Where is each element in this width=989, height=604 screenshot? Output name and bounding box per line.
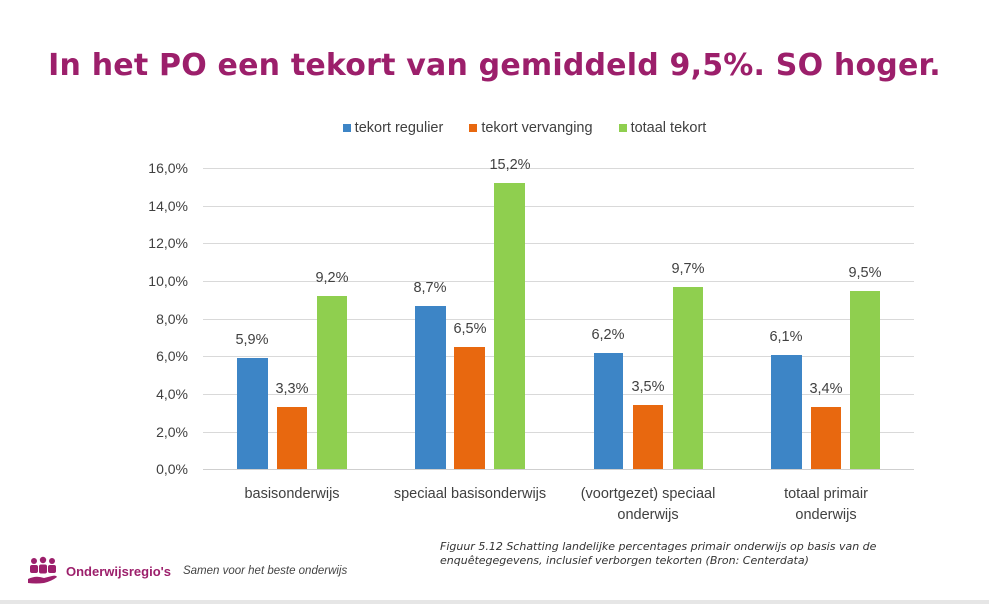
- data-label: 15,2%: [489, 157, 531, 173]
- data-label: 8,7%: [413, 280, 447, 296]
- legend-swatch-blue-icon: [342, 124, 351, 132]
- slide-title: In het PO een tekort van gemiddeld 9,5%.…: [48, 48, 941, 83]
- data-label: 5,9%: [235, 332, 269, 348]
- bar-basisonderwijs-tekort-vervanging: [277, 407, 307, 469]
- gridline: [203, 319, 914, 320]
- bar-speciaal-basisonderwijs-tekort-vervanging: [454, 347, 485, 469]
- bar-voortgezet-speciaal-onderwijs-tekort-vervanging: [633, 405, 663, 469]
- bar-basisonderwijs-totaal-tekort: [317, 296, 347, 469]
- x-label-speciaal-basisonderwijs: speciaal basisonderwijs: [380, 484, 560, 505]
- y-tick: 12,0%: [148, 235, 188, 251]
- data-label: 6,2%: [591, 327, 625, 343]
- y-tick: 8,0%: [156, 311, 188, 327]
- legend-swatch-orange-icon: [469, 124, 478, 132]
- brand-tagline: Samen voor het beste onderwijs: [182, 565, 348, 577]
- gridline: [203, 394, 914, 395]
- data-label: 9,7%: [671, 261, 705, 277]
- y-tick: 14,0%: [148, 198, 188, 214]
- y-tick: 0,0%: [156, 461, 188, 477]
- legend-item-totaal-tekort: totaal tekort: [618, 120, 707, 136]
- data-label: 3,3%: [275, 381, 309, 397]
- y-tick: 2,0%: [156, 424, 188, 440]
- data-label: 3,4%: [809, 381, 843, 397]
- legend-label: totaal tekort: [630, 120, 707, 136]
- bar-speciaal-basisonderwijs-tekort-regulier: [415, 306, 446, 469]
- legend-label: tekort regulier: [354, 120, 444, 136]
- y-tick: 6,0%: [156, 348, 188, 364]
- x-label-totaal-primair-onderwijs: totaal primair onderwijs: [736, 484, 916, 526]
- gridline: [203, 281, 914, 282]
- legend-swatch-green-icon: [618, 124, 627, 132]
- x-label-line: speciaal basisonderwijs: [393, 486, 547, 502]
- bar-basisonderwijs-tekort-regulier: [237, 358, 268, 469]
- x-label-line: basisonderwijs: [244, 486, 340, 502]
- bar-voortgezet-speciaal-onderwijs-totaal-tekort: [673, 287, 703, 469]
- x-axis-line: [203, 469, 914, 470]
- brand-name: Onderwijsregio's: [66, 563, 171, 579]
- data-label: 9,2%: [315, 270, 349, 286]
- data-label: 6,5%: [453, 321, 487, 337]
- gridline: [203, 356, 914, 357]
- legend-item-tekort-regulier: tekort regulier: [342, 120, 444, 136]
- caption-line: Figuur 5.12 Schatting landelijke percent…: [440, 540, 877, 553]
- x-label-line: totaal primair: [784, 486, 868, 502]
- figure-caption: Figuur 5.12 Schatting landelijke percent…: [440, 540, 960, 568]
- gridline: [203, 168, 914, 169]
- footer-logo: Onderwijsregio's Samen voor het beste on…: [26, 556, 347, 586]
- bottom-divider: [0, 600, 989, 604]
- data-label: 6,1%: [769, 329, 803, 345]
- people-hand-icon: [28, 556, 57, 584]
- x-label-line: onderwijs: [617, 507, 679, 523]
- data-label: 3,5%: [631, 379, 665, 395]
- y-tick: 16,0%: [148, 160, 188, 176]
- bar-totaal-primair-onderwijs-tekort-vervanging: [811, 407, 841, 469]
- x-label-voortgezet-speciaal-onderwijs: (voortgezet) speciaal onderwijs: [558, 484, 738, 526]
- chart-legend: tekort regulier tekort vervanging totaal…: [0, 120, 989, 136]
- data-label: 9,5%: [848, 265, 882, 281]
- bar-voortgezet-speciaal-onderwijs-tekort-regulier: [594, 353, 623, 469]
- legend-label: tekort vervanging: [481, 120, 593, 136]
- gridline: [203, 243, 914, 244]
- x-label-line: (voortgezet) speciaal: [580, 486, 716, 502]
- gridline: [203, 432, 914, 433]
- bar-speciaal-basisonderwijs-totaal-tekort: [494, 183, 525, 469]
- x-label-line: onderwijs: [795, 507, 857, 523]
- y-tick: 10,0%: [148, 273, 188, 289]
- caption-line: enquêtegegevens, inclusief verborgen tek…: [440, 554, 809, 567]
- legend-item-tekort-vervanging: tekort vervanging: [469, 120, 593, 136]
- bar-totaal-primair-onderwijs-totaal-tekort: [850, 291, 880, 469]
- bar-totaal-primair-onderwijs-tekort-regulier: [771, 355, 802, 469]
- x-label-basisonderwijs: basisonderwijs: [202, 484, 382, 505]
- y-tick: 4,0%: [156, 386, 188, 402]
- gridline: [203, 206, 914, 207]
